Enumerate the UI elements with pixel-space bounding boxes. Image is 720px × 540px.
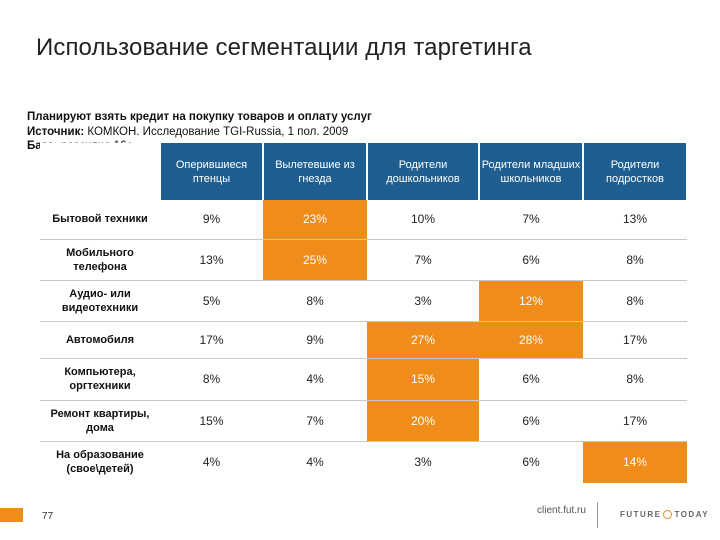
table-row: Бытовой техники 9% 23% 10% 7% 13% <box>40 200 687 239</box>
highlighted-cell: 25% <box>263 238 367 280</box>
table-cell: 5% <box>160 279 263 321</box>
table-cell: 15% <box>160 399 263 441</box>
table-cell: 7% <box>522 212 540 227</box>
table-cell: 6% <box>479 238 583 280</box>
highlighted-cell: 23% <box>263 200 367 239</box>
row-label: Бытовой техники <box>40 200 160 239</box>
table-corner <box>40 143 160 200</box>
table-cell: 7% <box>367 238 479 280</box>
table-cell: 8% <box>583 238 687 280</box>
page-number: 77 <box>42 511 54 522</box>
table-cell: 8% <box>160 357 263 400</box>
table-row: Компьютера, оргтехники 8% 4% 15% 6% 8% <box>40 357 687 400</box>
segmentation-table: Оперившиеся птенцы Вылетевшие из гнезда … <box>40 143 688 483</box>
table-cell: 17% <box>583 399 687 441</box>
row-label: Мобильного телефона <box>40 238 160 280</box>
table-cell: 10% <box>410 212 436 227</box>
table-cell: 3% <box>367 279 479 321</box>
table-row: Ремонт квартиры, дома 15% 7% 20% 6% 17% <box>40 399 687 441</box>
table-cell: 7% <box>263 399 367 441</box>
slide-title: Использование сегментации для таргетинга <box>36 34 532 61</box>
highlighted-cell: 12% <box>479 279 583 321</box>
row-label: На образование (свое\детей) <box>40 440 160 483</box>
table-cell: 3% <box>367 440 479 483</box>
future-today-logo: FUTURE TODAY <box>620 510 710 519</box>
row-label: Аудио- или видеотехники <box>40 279 160 321</box>
table-cell: 17% <box>583 320 687 358</box>
table-cell: 9% <box>263 320 367 358</box>
survey-question: Планируют взять кредит на покупку товаро… <box>27 111 372 123</box>
footer-accent-bar <box>0 508 23 522</box>
table-row: Аудио- или видеотехники 5% 8% 3% 12% 8% <box>40 279 687 321</box>
site-link[interactable]: client.fut.ru <box>537 505 586 516</box>
table-row: Автомобиля 17% 9% 27% 28% 17% <box>40 320 687 358</box>
table-cell: 6% <box>479 357 583 400</box>
table-cell: 9% <box>202 212 221 227</box>
row-label: Автомобиля <box>40 320 160 358</box>
source-line: Источник: КОМКОН. Исследование TGI-Russi… <box>27 125 349 138</box>
table-cell: 13% <box>160 238 263 280</box>
table-cell: 8% <box>263 279 367 321</box>
highlighted-cell: 15% <box>367 357 479 400</box>
highlighted-cell: 14% <box>583 440 687 483</box>
table-cell: 6% <box>479 440 583 483</box>
column-header: Родители дошкольников <box>366 143 480 200</box>
column-header: Родители подростков <box>582 143 688 200</box>
highlighted-cell: 28% <box>479 320 583 358</box>
table-cell: 4% <box>263 357 367 400</box>
column-header: Оперившиеся птенцы <box>159 143 264 200</box>
column-header: Родители младших школьников <box>478 143 584 200</box>
footer-divider <box>597 502 598 528</box>
highlighted-cell: 20% <box>367 399 479 441</box>
table-cell: 17% <box>160 320 263 358</box>
table-cell: 4% <box>160 440 263 483</box>
row-label: Компьютера, оргтехники <box>40 357 160 400</box>
table-cell: 4% <box>263 440 367 483</box>
table-cell: 8% <box>583 357 687 400</box>
row-label: Ремонт квартиры, дома <box>40 399 160 441</box>
table-cell: 6% <box>479 399 583 441</box>
table-cell: 13% <box>622 212 648 227</box>
table-cell: 8% <box>583 279 687 321</box>
table-row: Мобильного телефона 13% 25% 7% 6% 8% <box>40 238 687 280</box>
highlighted-cell: 27% <box>367 320 479 358</box>
column-header: Вылетевшие из гнезда <box>262 143 368 200</box>
table-row: На образование (свое\детей) 4% 4% 3% 6% 14% <box>40 440 687 483</box>
logo-circle-icon <box>663 510 673 519</box>
